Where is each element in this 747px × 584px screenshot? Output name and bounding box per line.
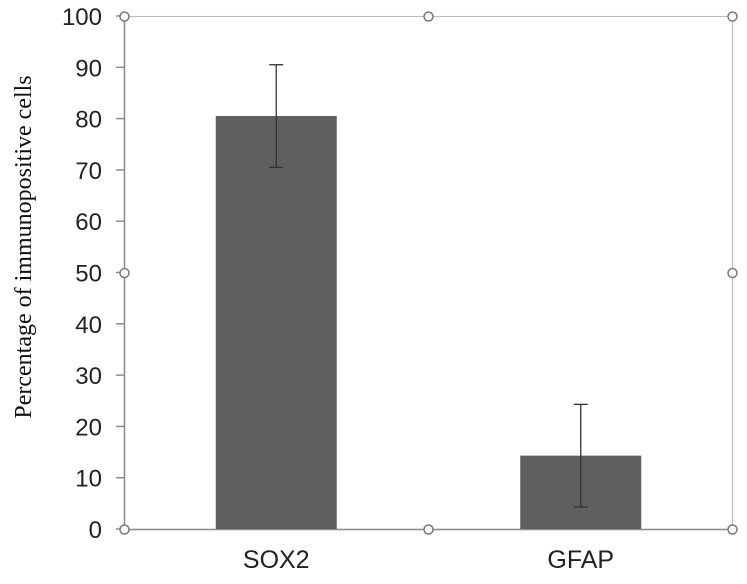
y-tick-label: 30: [75, 363, 102, 390]
resize-handle[interactable]: [423, 11, 434, 22]
resize-handle[interactable]: [119, 524, 130, 535]
y-tick-label: 20: [75, 414, 102, 441]
resize-handle[interactable]: [119, 267, 130, 279]
resize-handle[interactable]: [727, 524, 738, 535]
y-tick-label: 80: [75, 107, 102, 134]
resize-handle[interactable]: [727, 267, 738, 279]
y-tick-label: 100: [62, 4, 102, 31]
y-tick-label: 90: [75, 55, 102, 82]
y-tick-label: 0: [89, 517, 102, 544]
chart-selection-frame: [123, 15, 734, 531]
y-tick-label: 70: [75, 158, 102, 185]
y-tick-label: 10: [75, 466, 102, 493]
y-axis-title: Percentage of immunopositive cells: [11, 75, 37, 418]
y-tick-label: 60: [75, 209, 102, 236]
resize-handle[interactable]: [423, 524, 434, 535]
x-axis-labels: SOX2 GFAP: [243, 546, 614, 574]
x-tick-label: SOX2: [243, 546, 310, 574]
bars-group: [215, 116, 642, 529]
y-tick-label: 50: [75, 261, 102, 288]
resize-handle[interactable]: [727, 11, 738, 22]
y-tick-label: 40: [75, 312, 102, 339]
selection-handles[interactable]: [119, 11, 738, 535]
y-axis-tick-labels: 0 10 20 30 40 50 60 70 80 90 100: [62, 4, 102, 544]
error-bars-group: [269, 64, 588, 508]
bar-sox2: [215, 116, 337, 529]
x-tick-label: GFAP: [547, 546, 614, 574]
resize-handle[interactable]: [119, 11, 130, 22]
